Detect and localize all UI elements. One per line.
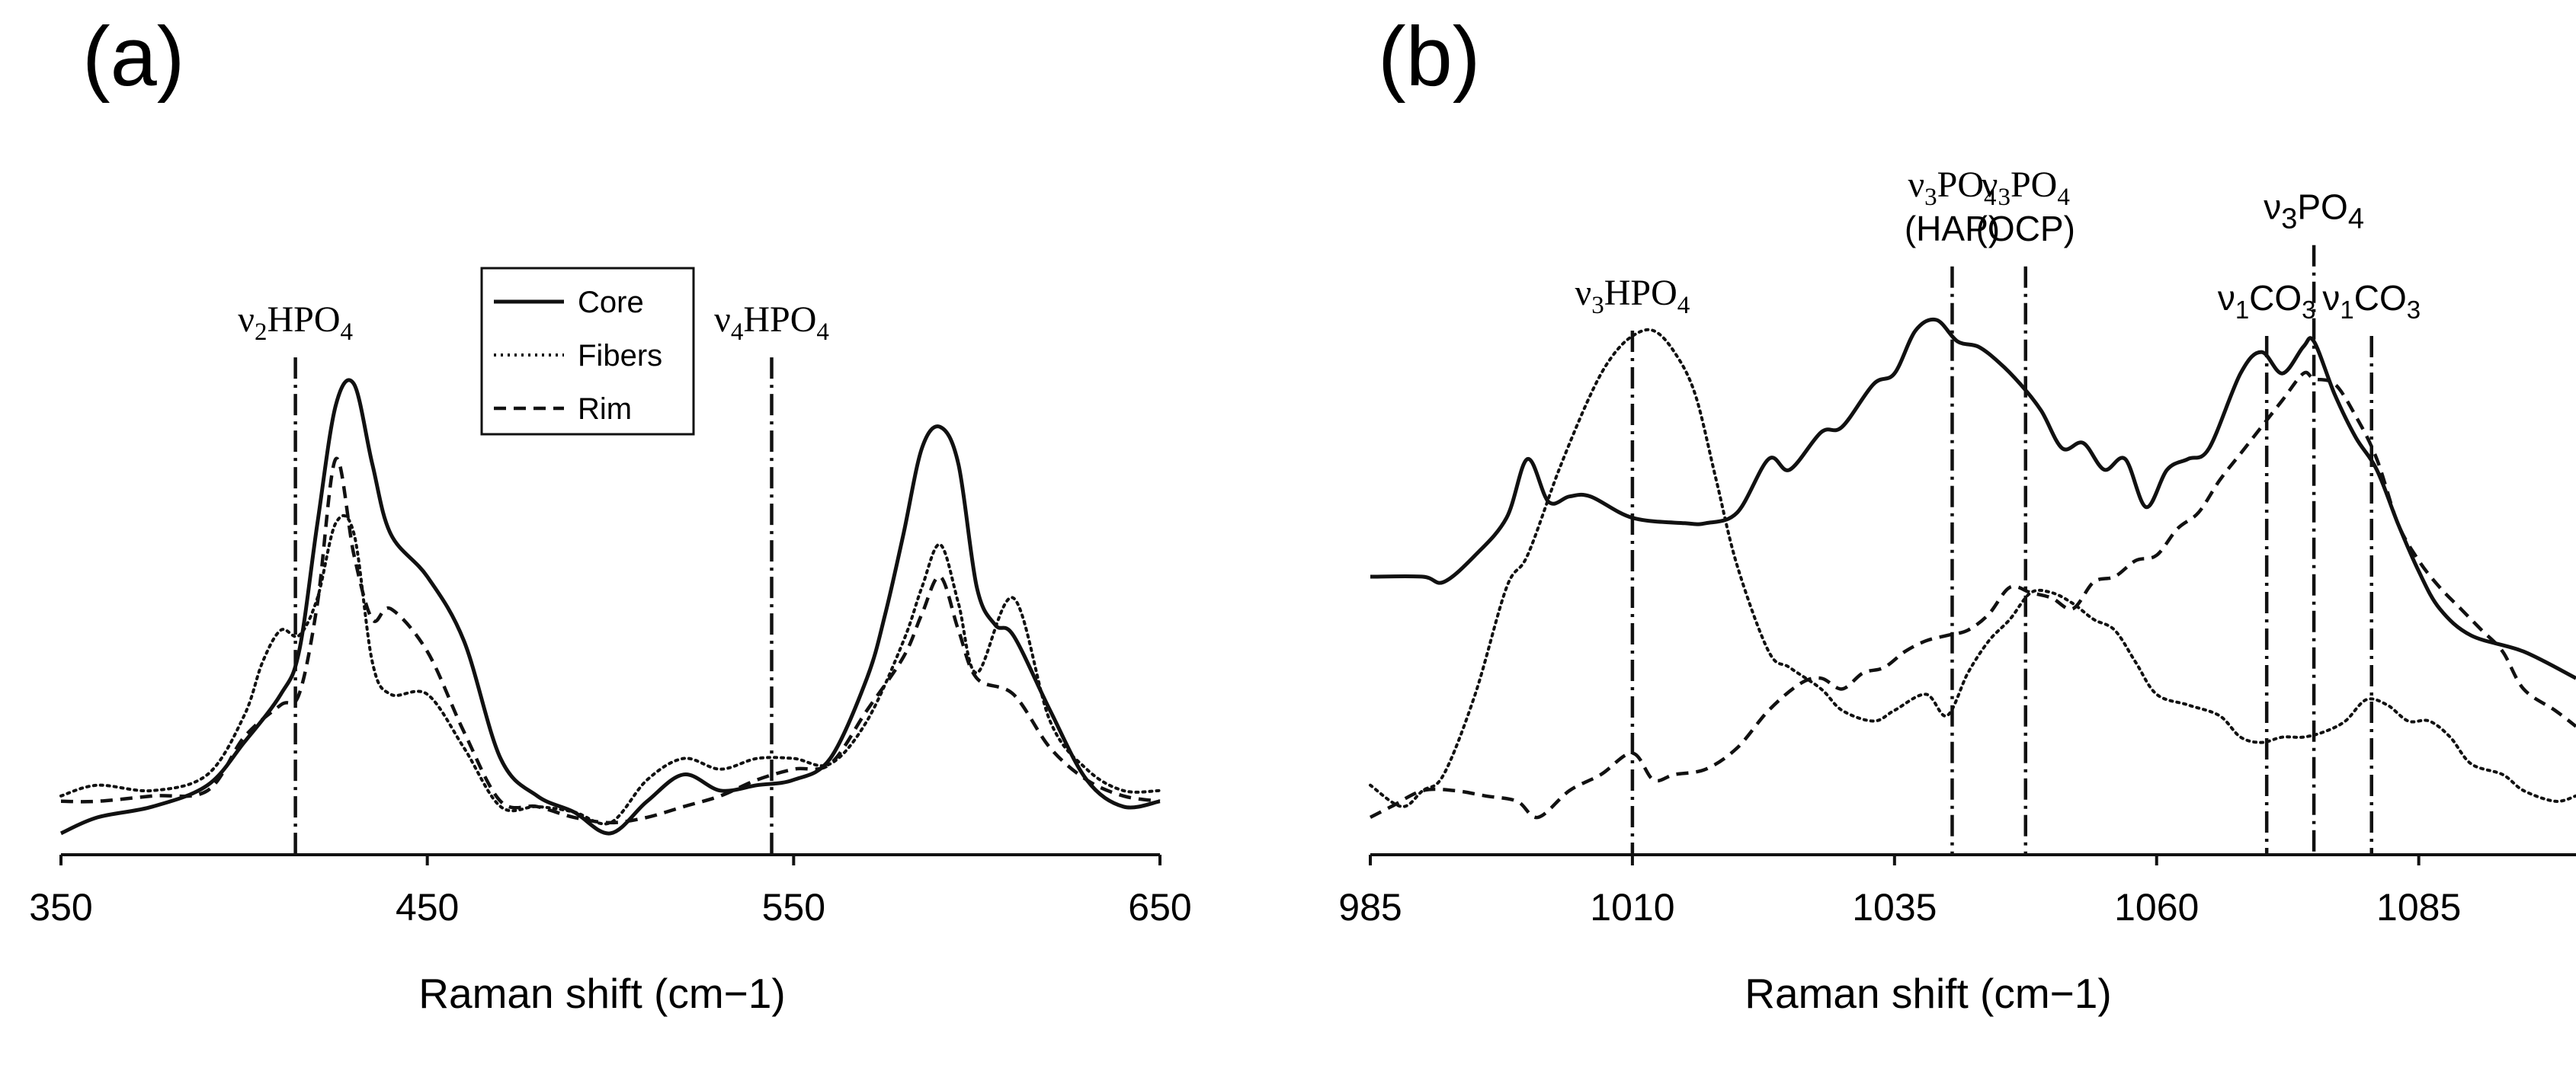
annotation-label: (HAP) (1905, 209, 2000, 248)
annotation-label: ν3PO4 (1908, 165, 1996, 211)
legend: Core Fibers Rim (480, 267, 695, 436)
annotation-label: ν3PO4 (2264, 187, 2364, 235)
x-tick-label: 350 (29, 886, 92, 929)
panel-b: (b) ν3HPO4 (HAP) ν3PO4 (OCP) ν3PO4 ν1CO3 ν3PO4… (1288, 0, 2576, 1065)
x-tick-label: 1060 (2114, 886, 2199, 929)
series-line-fibers (1369, 328, 2576, 808)
annotation-label: ν4HPO4 (714, 299, 829, 346)
x-tick-label: 550 (762, 886, 825, 929)
panel-a: (a) ν2HPO4 ν4HPO4 350 450 550 650 Core Fibers Ri… (0, 0, 1219, 1065)
chart-a: ν2HPO4 ν4HPO4 350 450 550 650 Core Fibers Rim (29, 267, 1192, 929)
chart-b: ν3HPO4(HAP)ν3PO4(OCP)ν3PO4ν1CO3ν3PO4ν1CO… (1338, 165, 2576, 929)
x-tick-label: 1085 (2376, 886, 2461, 929)
annotation-label: ν3HPO4 (1575, 273, 1690, 319)
annotation-label: ν1CO3 (2322, 278, 2421, 324)
x-tick-label: 985 (1338, 886, 1402, 929)
series-line-fibers (59, 514, 1161, 826)
x-tick-label: 1035 (1852, 886, 1937, 929)
x-axis-label-a: Raman shift (cm−1) (418, 970, 786, 1017)
x-tick-label: 650 (1128, 886, 1191, 929)
legend-box (480, 267, 695, 436)
panel-label-b: (b) (1378, 10, 1481, 104)
annotation-label: (OCP) (1976, 209, 2075, 248)
series-line-core (1370, 317, 2576, 680)
annotation-label: ν1CO3 (2218, 278, 2316, 324)
legend-label-core: Core (578, 286, 644, 319)
panel-label-a: (a) (82, 10, 185, 104)
x-axis-label-b: Raman shift (cm−1) (1745, 970, 2112, 1017)
x-tick-label: 1010 (1590, 886, 1674, 929)
x-tick-label: 450 (396, 886, 459, 929)
annotation-label: ν3PO4 (1982, 165, 2070, 211)
legend-label-rim: Rim (578, 392, 632, 426)
series-line-rim (1369, 370, 2576, 820)
annotation-label: ν2HPO4 (238, 299, 353, 346)
legend-label-fibers: Fibers (578, 339, 662, 373)
